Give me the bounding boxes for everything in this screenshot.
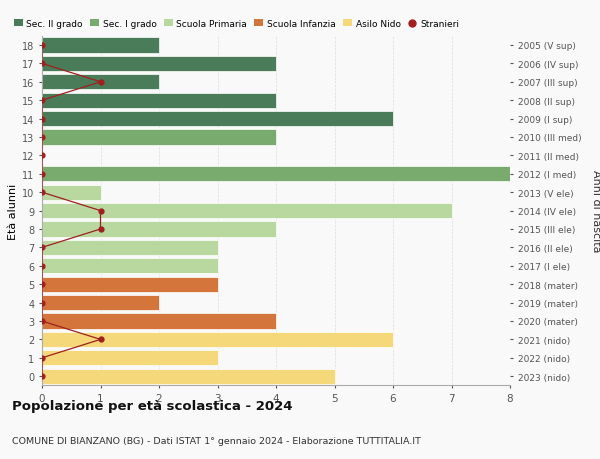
Bar bbox=[42, 332, 393, 347]
Text: COMUNE DI BIANZANO (BG) - Dati ISTAT 1° gennaio 2024 - Elaborazione TUTTITALIA.I: COMUNE DI BIANZANO (BG) - Dati ISTAT 1° … bbox=[12, 436, 421, 445]
Legend: Sec. II grado, Sec. I grado, Scuola Primaria, Scuola Infanzia, Asilo Nido, Stran: Sec. II grado, Sec. I grado, Scuola Prim… bbox=[14, 20, 460, 29]
Bar bbox=[42, 204, 452, 218]
Bar bbox=[42, 369, 335, 384]
Bar bbox=[42, 57, 276, 72]
Bar bbox=[42, 39, 159, 53]
Text: Popolazione per età scolastica - 2024: Popolazione per età scolastica - 2024 bbox=[12, 399, 293, 412]
Bar bbox=[42, 241, 218, 255]
Bar bbox=[42, 185, 101, 200]
Bar bbox=[42, 296, 159, 310]
Bar bbox=[42, 167, 510, 182]
Y-axis label: Anni di nascita: Anni di nascita bbox=[591, 170, 600, 252]
Bar bbox=[42, 130, 276, 145]
Y-axis label: Età alunni: Età alunni bbox=[8, 183, 18, 239]
Bar bbox=[42, 259, 218, 274]
Bar bbox=[42, 112, 393, 127]
Bar bbox=[42, 277, 218, 292]
Bar bbox=[42, 314, 276, 329]
Bar bbox=[42, 351, 218, 365]
Bar bbox=[42, 222, 276, 237]
Bar bbox=[42, 75, 159, 90]
Bar bbox=[42, 94, 276, 108]
